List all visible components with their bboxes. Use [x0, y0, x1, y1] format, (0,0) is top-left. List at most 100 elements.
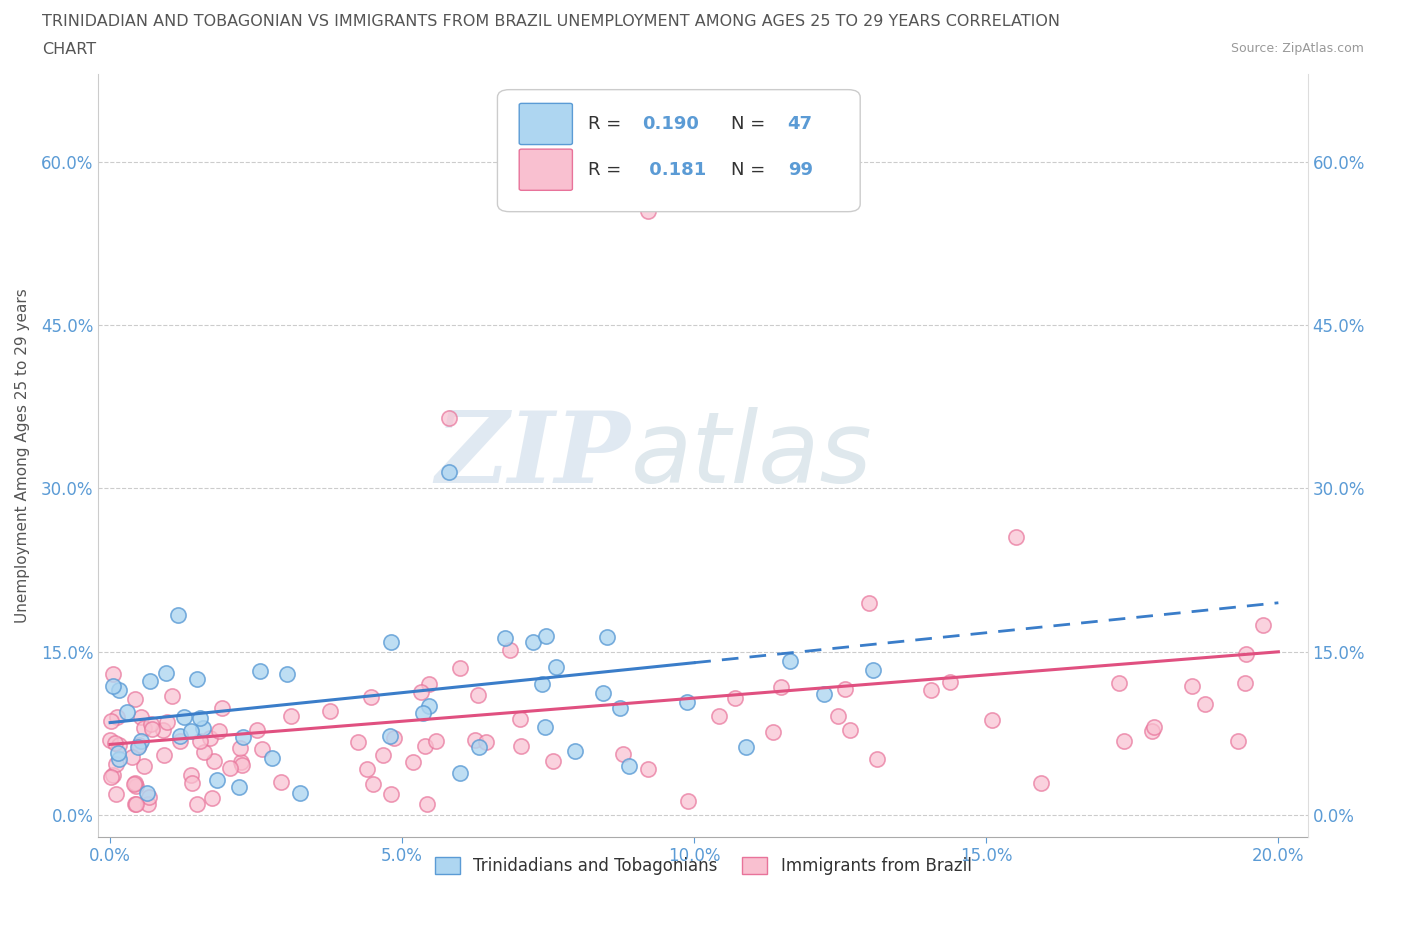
Point: [105, 786, 128, 801]
Point: [425, 734, 447, 749]
Point: [468, 740, 491, 755]
Point: [464, 733, 486, 748]
Point: [108, 737, 131, 752]
Point: [380, 634, 402, 649]
Point: [1234, 646, 1257, 661]
Point: [228, 779, 250, 794]
Point: [346, 735, 368, 750]
Point: [100, 713, 122, 728]
Point: [412, 705, 434, 720]
Point: [127, 739, 149, 754]
Point: [467, 688, 489, 703]
Point: [536, 629, 558, 644]
Point: [371, 747, 394, 762]
Point: [779, 654, 801, 669]
Point: [1234, 676, 1257, 691]
Text: R =: R =: [588, 161, 627, 179]
Point: [103, 667, 125, 682]
Point: [198, 731, 221, 746]
Point: [1253, 618, 1275, 632]
Point: [474, 734, 496, 749]
Point: [162, 689, 184, 704]
Point: [134, 721, 156, 736]
Point: [219, 761, 242, 776]
Text: 99: 99: [787, 161, 813, 179]
Point: [499, 643, 522, 658]
Point: [152, 723, 174, 737]
Point: [186, 797, 208, 812]
Point: [246, 723, 269, 737]
Point: [675, 695, 697, 710]
Point: [229, 754, 252, 769]
Point: [380, 728, 402, 743]
FancyBboxPatch shape: [519, 149, 572, 191]
Point: [920, 683, 942, 698]
Point: [510, 738, 533, 753]
Point: [280, 709, 302, 724]
Point: [402, 755, 425, 770]
Point: [939, 674, 962, 689]
Point: [858, 595, 880, 610]
Point: [207, 773, 229, 788]
Point: [124, 797, 146, 812]
Point: [169, 729, 191, 744]
Point: [676, 793, 699, 808]
Point: [612, 747, 634, 762]
Point: [252, 742, 274, 757]
Point: [155, 666, 177, 681]
Point: [129, 710, 152, 724]
Point: [418, 698, 440, 713]
Point: [180, 768, 202, 783]
Point: [1112, 733, 1135, 748]
Point: [865, 751, 887, 766]
Point: [827, 709, 849, 724]
Point: [124, 776, 146, 790]
Point: [509, 712, 531, 727]
Text: Source: ZipAtlas.com: Source: ZipAtlas.com: [1230, 42, 1364, 55]
Point: [382, 730, 405, 745]
Point: [186, 671, 208, 686]
Point: [522, 634, 544, 649]
Point: [211, 700, 233, 715]
Point: [105, 710, 128, 724]
Point: [380, 787, 402, 802]
Point: [981, 712, 1004, 727]
Text: N =: N =: [731, 161, 770, 179]
Point: [108, 682, 131, 697]
Point: [191, 720, 214, 735]
Point: [361, 777, 384, 791]
Point: [1108, 675, 1130, 690]
Point: [115, 704, 138, 719]
Point: [270, 775, 292, 790]
Y-axis label: Unemployment Among Ages 25 to 29 years: Unemployment Among Ages 25 to 29 years: [15, 288, 30, 623]
Point: [418, 676, 440, 691]
Point: [619, 758, 641, 773]
Point: [592, 686, 614, 701]
Point: [1181, 679, 1204, 694]
Point: [609, 700, 631, 715]
Point: [862, 662, 884, 677]
Point: [494, 631, 516, 645]
Point: [122, 777, 145, 791]
Point: [637, 203, 659, 218]
Point: [229, 740, 252, 755]
Point: [409, 684, 432, 699]
Point: [135, 786, 157, 801]
Point: [152, 747, 174, 762]
Point: [208, 724, 231, 738]
Point: [101, 679, 124, 694]
Point: [180, 724, 202, 738]
Point: [709, 709, 731, 724]
Point: [813, 686, 835, 701]
Point: [107, 745, 129, 760]
Text: R =: R =: [588, 115, 627, 133]
Point: [839, 723, 862, 737]
Point: [534, 719, 557, 734]
Point: [141, 722, 163, 737]
Point: [232, 729, 254, 744]
Text: ZIP: ZIP: [436, 407, 630, 504]
Point: [173, 710, 195, 724]
Point: [188, 733, 211, 748]
Point: [356, 762, 378, 777]
Point: [596, 630, 619, 644]
